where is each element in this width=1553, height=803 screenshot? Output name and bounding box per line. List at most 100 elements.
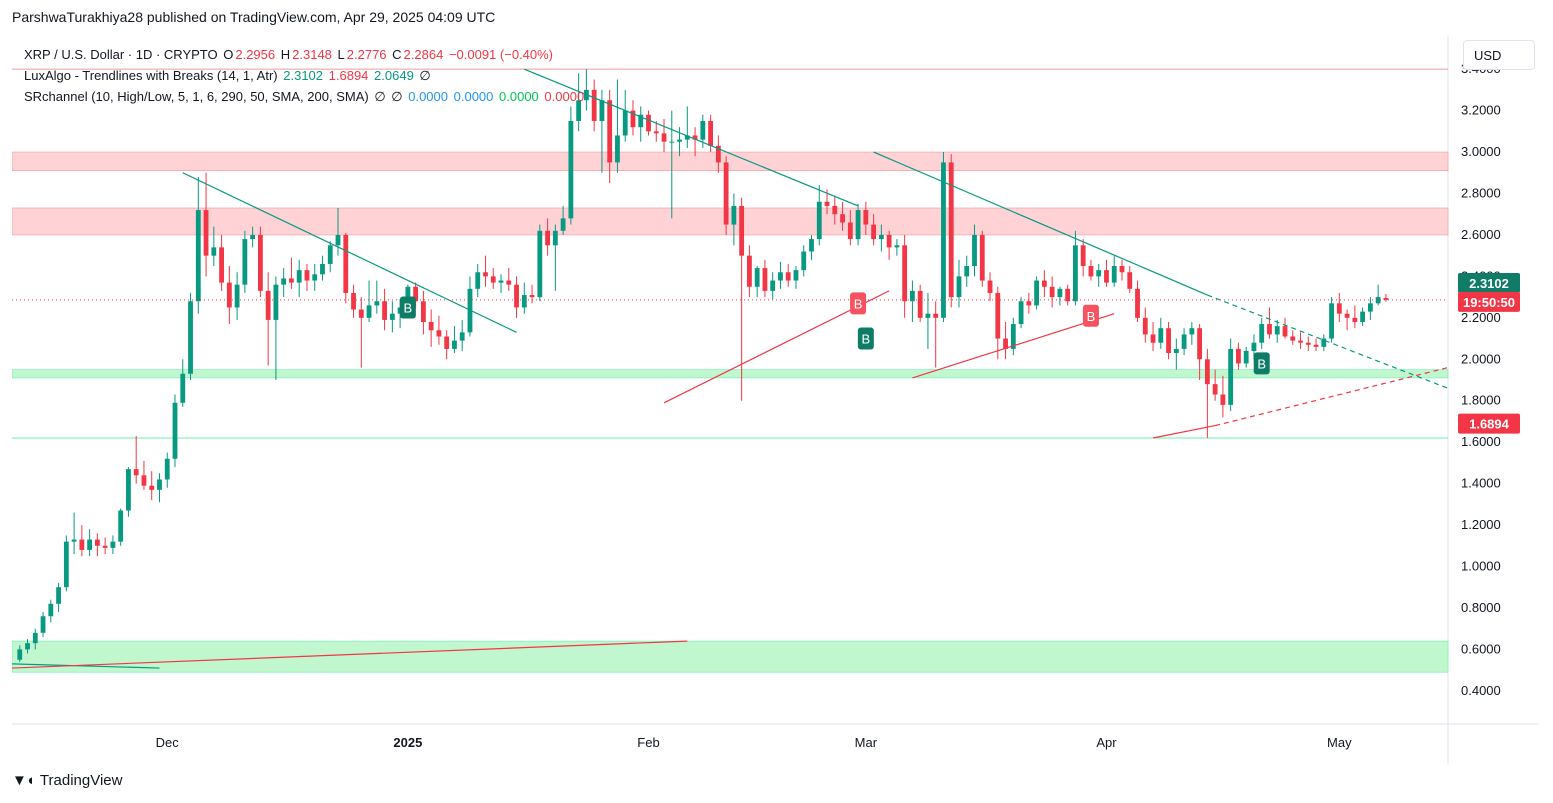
candle-body-up bbox=[48, 603, 54, 617]
trendline-lower-badge-text: 1.6894 bbox=[1469, 417, 1510, 432]
break-label-text: B bbox=[404, 300, 413, 315]
candle-body-up bbox=[273, 284, 279, 320]
candle-body-up bbox=[126, 469, 131, 511]
published-by-line: ParshwaTurakhiya28 published on TradingV… bbox=[12, 9, 496, 25]
candle-body-up bbox=[1181, 334, 1187, 349]
candle-body-up bbox=[32, 632, 38, 644]
candle-body-up bbox=[1158, 328, 1164, 343]
candle-body-up bbox=[793, 270, 799, 281]
legend-symbol[interactable]: XRP / U.S. Dollar · 1D · CRYPTO bbox=[24, 47, 218, 62]
countdown-badge-box bbox=[1458, 291, 1520, 312]
downtrend-line bbox=[873, 151, 1208, 296]
luxalgo-value-3: 2.0649 bbox=[374, 68, 414, 83]
candle-body-up bbox=[576, 100, 582, 121]
candle-body-down bbox=[1236, 348, 1241, 364]
x-tick-label: Feb bbox=[637, 735, 659, 750]
candle-body-down bbox=[1003, 338, 1008, 349]
candle-body-down bbox=[444, 336, 450, 349]
candle-body-down bbox=[1135, 288, 1140, 318]
countdown-badge-text: 19:50:50 bbox=[1463, 295, 1515, 310]
candle-body-down bbox=[545, 230, 550, 246]
candle-body-down bbox=[1282, 326, 1288, 337]
candle-body-up bbox=[296, 270, 302, 283]
candle-body-down bbox=[653, 131, 659, 134]
candle-body-up bbox=[925, 313, 931, 318]
y-tick-label: 2.0000 bbox=[1461, 351, 1501, 366]
candle-body-up bbox=[1057, 288, 1063, 298]
candle-body-up bbox=[118, 510, 124, 542]
break-label-box bbox=[399, 296, 416, 319]
break-label-box bbox=[1253, 352, 1270, 375]
candle-body-up bbox=[452, 340, 457, 349]
x-tick-label: Apr bbox=[1096, 735, 1117, 750]
legend-luxalgo-row[interactable]: LuxAlgo - Trendlines with Breaks (14, 1,… bbox=[24, 65, 586, 86]
candle-body-up bbox=[770, 280, 776, 291]
candle-body-down bbox=[933, 313, 939, 318]
candle-body-up bbox=[157, 479, 162, 490]
break-label-text: B bbox=[1087, 309, 1096, 324]
downtrend-line bbox=[1207, 294, 1449, 389]
candle-body-up bbox=[172, 402, 178, 459]
legend-open-value: 2.2956 bbox=[235, 47, 276, 62]
candle-body-down bbox=[343, 234, 349, 293]
currency-button[interactable]: USD bbox=[1463, 40, 1535, 70]
candle-body-down bbox=[483, 272, 488, 277]
candle-body-up bbox=[1228, 348, 1234, 405]
y-tick-label: 1.6000 bbox=[1461, 434, 1501, 449]
y-tick-label: 1.0000 bbox=[1461, 559, 1501, 574]
downtrend-line bbox=[524, 68, 859, 207]
candle-body-down bbox=[1197, 328, 1203, 360]
candle-body-up bbox=[1018, 301, 1024, 325]
candle-body-down bbox=[863, 210, 869, 225]
trendline-lower-badge-box bbox=[1458, 413, 1520, 434]
candle-body-down bbox=[1049, 286, 1055, 298]
candle-body-down bbox=[490, 276, 496, 283]
candle-body-up bbox=[110, 541, 116, 548]
candle-body-down bbox=[1127, 272, 1133, 289]
candle-body-up bbox=[622, 110, 628, 136]
srchannel-indicator-name[interactable]: SRchannel (10, High/Low, 5, 1, 6, 290, 5… bbox=[24, 89, 369, 104]
chart-frame: 3.40003.20003.00002.80002.60002.40002.20… bbox=[12, 36, 1538, 764]
candle-body-up bbox=[669, 141, 675, 143]
legend-change: −0.0091 (−0.40%) bbox=[448, 47, 554, 62]
candle-body-down bbox=[746, 255, 752, 287]
legend-srchannel-row[interactable]: SRchannel (10, High/Low, 5, 1, 6, 290, 5… bbox=[24, 86, 586, 107]
candle-body-up bbox=[17, 649, 23, 660]
luxalgo-value-2: 1.6894 bbox=[328, 68, 369, 83]
bullish-break-label: B bbox=[857, 327, 874, 350]
break-label-box bbox=[1082, 304, 1099, 327]
candle-body-down bbox=[506, 280, 512, 285]
srchannel-value-2: 0.0000 bbox=[453, 89, 494, 104]
luxalgo-indicator-name[interactable]: LuxAlgo - Trendlines with Breaks (14, 1,… bbox=[24, 68, 278, 83]
candle-body-down bbox=[1305, 342, 1311, 345]
legend-open-label: O bbox=[223, 47, 234, 62]
legend-high-label: H bbox=[280, 47, 291, 62]
x-tick-label: May bbox=[1327, 735, 1352, 750]
candle-body-down bbox=[149, 485, 155, 490]
candle-body-down bbox=[715, 145, 721, 163]
candle-body-down bbox=[226, 282, 232, 308]
legend-symbol-row[interactable]: XRP / U.S. Dollar · 1D · CRYPTO O 2.2956 … bbox=[24, 44, 586, 65]
candle-body-up bbox=[1111, 266, 1117, 283]
tradingview-logo[interactable]: ▼◖ TradingView bbox=[12, 772, 122, 789]
candle-body-down bbox=[1166, 328, 1171, 354]
candle-body-up bbox=[1189, 328, 1195, 335]
candle-body-down bbox=[785, 272, 791, 281]
candle-body-up bbox=[242, 239, 248, 285]
candle-body-up bbox=[1010, 324, 1016, 349]
candle-body-down bbox=[141, 475, 147, 486]
candle-body-up bbox=[801, 251, 807, 271]
legend-close-label: C bbox=[392, 47, 402, 62]
price-chart[interactable]: 3.40003.20003.00002.80002.60002.40002.20… bbox=[12, 36, 1538, 764]
candle-body-up bbox=[778, 272, 783, 281]
x-tick-label: Mar bbox=[855, 735, 878, 750]
candle-body-down bbox=[1065, 288, 1071, 302]
candle-body-up bbox=[1360, 311, 1366, 322]
candle-body-up bbox=[374, 301, 380, 306]
candle-body-up bbox=[615, 135, 620, 163]
candle-body-down bbox=[630, 110, 636, 128]
candle-body-up bbox=[972, 234, 977, 267]
candle-body-down bbox=[1104, 270, 1109, 283]
bearish-break-label: B bbox=[850, 292, 867, 315]
legend-close-value: 2.2864 bbox=[403, 47, 444, 62]
